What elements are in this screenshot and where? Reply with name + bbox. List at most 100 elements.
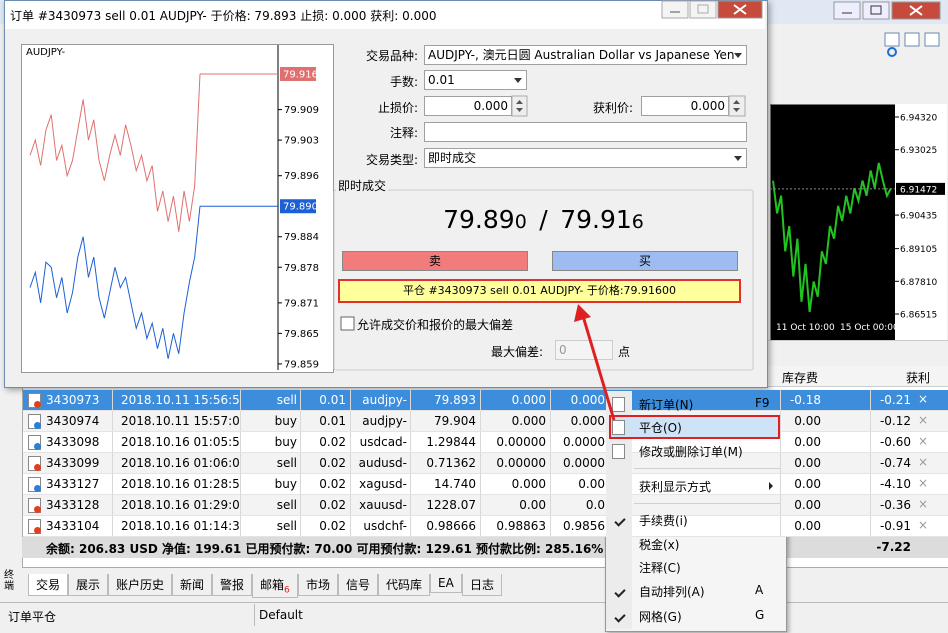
tab[interactable]: 新闻 <box>172 574 213 596</box>
menu-item[interactable]: 注释(C) <box>639 561 681 575</box>
y-tick-label: 79.884 <box>284 232 319 243</box>
cell-border <box>870 495 871 515</box>
cell: -0.21 <box>879 393 911 407</box>
comment-input[interactable] <box>424 122 747 142</box>
menu-highlight[interactable] <box>609 415 780 439</box>
tab[interactable]: 代码库 <box>378 574 431 596</box>
mdi-close[interactable] <box>924 32 940 47</box>
sl-spinner[interactable] <box>511 95 528 117</box>
cell-border <box>480 516 481 536</box>
menu-item[interactable]: 网格(G) <box>639 610 682 624</box>
tp-input[interactable]: 0.000 <box>641 96 729 116</box>
tab[interactable]: 交易 <box>28 574 69 596</box>
cell-border <box>240 390 241 410</box>
background-chart: 6.94320 6.93025 6.90435 6.89105 6.87810 6.865… <box>770 114 945 333</box>
tab[interactable]: EA <box>430 574 462 593</box>
tab[interactable]: 市场 <box>298 574 339 596</box>
order-icon-dot <box>34 401 41 408</box>
mdi-min[interactable] <box>884 32 900 47</box>
deviation-input[interactable]: 0 <box>555 340 613 360</box>
deviation-unit: 点 <box>618 345 631 359</box>
menu-item[interactable]: 修改或删除订单(M) <box>639 445 743 459</box>
cell-border <box>550 453 551 473</box>
dialog-maximize[interactable] <box>689 0 717 19</box>
dialog-minimize[interactable] <box>661 0 689 19</box>
menu-item[interactable]: 获利显示方式 <box>639 480 712 494</box>
sl-input[interactable]: 0.000 <box>424 96 512 116</box>
row-close[interactable]: × <box>918 434 929 448</box>
row-close[interactable]: × <box>918 497 929 511</box>
minimize[interactable] <box>833 1 861 20</box>
y-tick-label: 79.909 <box>284 105 319 116</box>
tab[interactable]: 日志 <box>462 574 503 596</box>
close-order-button[interactable]: 平仓 #3430973 sell 0.01 AUDJPY- 于价格:79.916… <box>338 279 741 303</box>
tab[interactable]: 展示 <box>68 574 109 596</box>
row-close[interactable]: × <box>918 392 929 406</box>
symbol-select[interactable]: AUDJPY-, 澳元日圆 Australian Dollar vs Japan… <box>424 45 747 65</box>
tab[interactable]: 邮箱6 <box>252 574 298 599</box>
mail-count: 6 <box>284 585 290 596</box>
row-close[interactable]: × <box>918 413 929 427</box>
current-label: 6.91472 <box>900 185 937 195</box>
cell: 0.00000 <box>496 435 546 449</box>
cell-border <box>300 411 301 431</box>
y-tick-label: 6.94320 <box>900 114 937 124</box>
cell-border <box>780 495 781 515</box>
cell: sell <box>276 456 297 470</box>
bid-line <box>29 206 201 359</box>
menu-item[interactable]: 新订单(N) <box>639 398 694 412</box>
cell-border <box>780 516 781 536</box>
x-label: 11 Oct 10:00 <box>776 323 835 333</box>
tab[interactable]: 警报 <box>212 574 253 596</box>
table-row[interactable] <box>23 390 948 411</box>
menu-icon <box>612 397 625 412</box>
row-close[interactable]: × <box>918 455 929 469</box>
cell-border <box>300 432 301 452</box>
menu-item[interactable]: 自动排列(A) <box>639 585 705 599</box>
quote-separator: / <box>539 205 548 234</box>
cell-border <box>300 390 301 410</box>
cell: 0.0 <box>585 498 605 512</box>
cell-border <box>112 474 113 494</box>
window-controls <box>833 1 941 57</box>
type-select[interactable]: 即时成交 <box>424 148 747 168</box>
y-tick-label: 79.859 <box>284 359 319 370</box>
cell-border <box>350 390 351 410</box>
menu-item[interactable]: 手续费(i) <box>639 514 688 528</box>
deviation-checkbox[interactable] <box>340 316 355 331</box>
y-tick-label: 79.896 <box>284 171 319 182</box>
cell-border <box>350 432 351 452</box>
cell: buy <box>274 414 297 428</box>
cell-border <box>780 411 781 431</box>
cell-border <box>870 390 871 410</box>
tab[interactable]: 账户历史 <box>108 574 173 596</box>
sell-button[interactable]: 卖 <box>342 251 528 271</box>
buy-button[interactable]: 买 <box>552 251 738 271</box>
cell-border <box>480 432 481 452</box>
cell: 2018.10.16 01:14:31 <box>121 519 240 533</box>
row-close[interactable]: × <box>918 518 929 532</box>
chart-scrollbar[interactable] <box>765 340 948 363</box>
table-row[interactable] <box>23 516 948 537</box>
row-close[interactable]: × <box>918 476 929 490</box>
mdi-restore[interactable] <box>904 32 920 47</box>
table-row[interactable] <box>23 474 948 495</box>
order-icon-dot <box>34 464 41 471</box>
status-text: 订单平仓 <box>8 610 57 624</box>
y-tick-label: 79.903 <box>284 136 319 147</box>
cell: 0.98666 <box>426 519 476 533</box>
deviation-label: 最大偏差: <box>490 345 543 359</box>
menu-item[interactable]: 税金(x) <box>639 538 680 552</box>
tab[interactable]: 信号 <box>338 574 379 596</box>
table-row[interactable] <box>23 495 948 516</box>
cell: 0.9856 <box>563 519 605 533</box>
ask-line <box>29 73 201 232</box>
order-icon-dot <box>34 506 41 513</box>
menu-shortcut: A <box>755 583 764 597</box>
maximize[interactable] <box>862 1 890 20</box>
tp-spinner[interactable] <box>728 95 746 117</box>
menu-item[interactable]: 平仓(O) <box>639 421 682 435</box>
cell: 0.00 <box>794 519 821 533</box>
volume-combo[interactable]: 0.01 <box>424 70 527 90</box>
